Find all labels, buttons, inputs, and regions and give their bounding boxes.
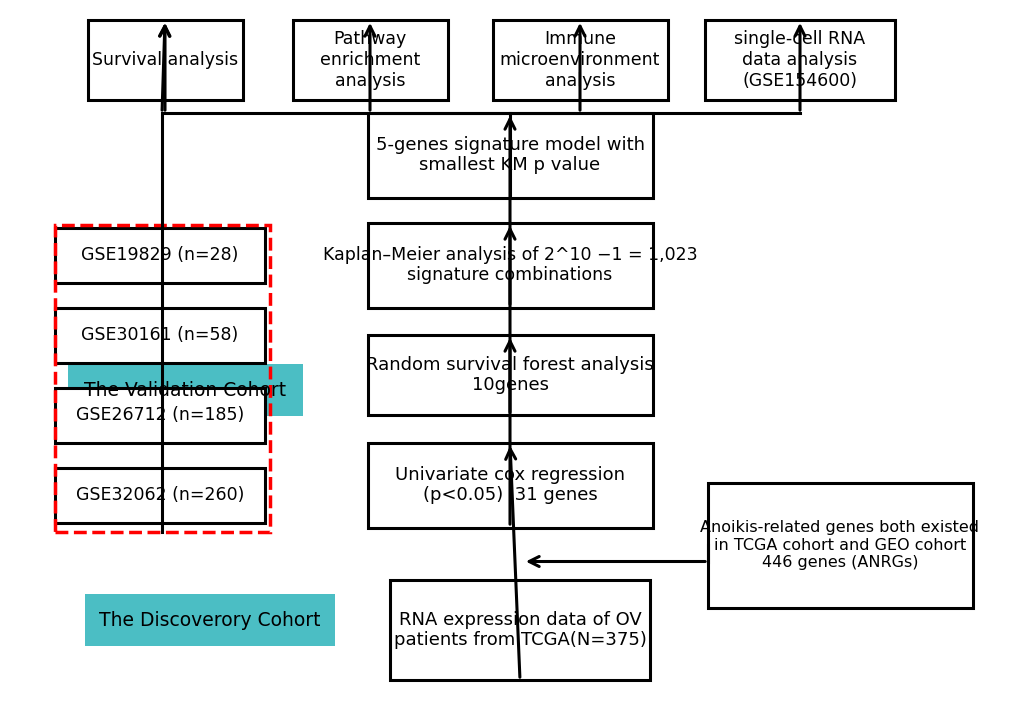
Text: Survival analysis: Survival analysis [92,51,237,69]
Text: The Validation Cohort: The Validation Cohort [84,380,285,399]
Text: Univariate cox regression
(p<0.05)  31 genes: Univariate cox regression (p<0.05) 31 ge… [394,466,625,504]
Text: GSE19829 (n=28): GSE19829 (n=28) [82,246,238,264]
FancyBboxPatch shape [367,222,652,308]
FancyBboxPatch shape [704,20,894,100]
FancyBboxPatch shape [292,20,447,100]
Text: GSE30161 (n=58): GSE30161 (n=58) [82,326,238,344]
FancyBboxPatch shape [55,308,265,362]
FancyBboxPatch shape [367,335,652,415]
Text: Immune
microenvironment
analysis: Immune microenvironment analysis [499,30,659,90]
FancyBboxPatch shape [389,580,649,680]
Text: Anoikis-related genes both existed
in TCGA cohort and GEO cohort
446 genes (ANRG: Anoikis-related genes both existed in TC… [700,520,978,570]
Text: single-cell RNA
data analysis
(GSE154600): single-cell RNA data analysis (GSE154600… [734,30,865,90]
FancyBboxPatch shape [55,228,265,283]
FancyBboxPatch shape [88,20,243,100]
Text: Kaplan–Meier analysis of 2^10 −1 = 1,023
signature combinations: Kaplan–Meier analysis of 2^10 −1 = 1,023… [322,246,697,284]
Text: GSE26712 (n=185): GSE26712 (n=185) [75,406,244,424]
FancyBboxPatch shape [67,364,303,416]
FancyBboxPatch shape [367,112,652,197]
FancyBboxPatch shape [85,594,334,646]
Text: GSE32062 (n=260): GSE32062 (n=260) [75,486,244,504]
FancyBboxPatch shape [55,468,265,523]
Text: 5-genes signature model with
smallest KM p value: 5-genes signature model with smallest KM… [375,135,644,174]
Text: RNA expression data of OV
patients from TCGA(N=375): RNA expression data of OV patients from … [393,611,646,649]
FancyBboxPatch shape [492,20,666,100]
Text: Random survival forest analysis
10genes: Random survival forest analysis 10genes [366,355,653,394]
FancyBboxPatch shape [367,442,652,528]
Text: The Discoverory Cohort: The Discoverory Cohort [99,610,320,629]
Text: Pathway
enrichment
analysis: Pathway enrichment analysis [320,30,420,90]
FancyBboxPatch shape [707,483,971,607]
FancyBboxPatch shape [55,387,265,442]
